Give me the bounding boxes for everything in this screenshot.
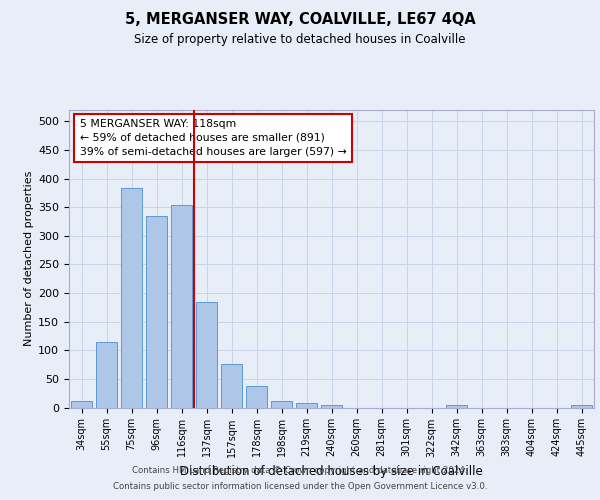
- Y-axis label: Number of detached properties: Number of detached properties: [24, 171, 34, 346]
- Text: Contains HM Land Registry data © Crown copyright and database right 2024.: Contains HM Land Registry data © Crown c…: [132, 466, 468, 475]
- Bar: [571, 405, 592, 407]
- X-axis label: Distribution of detached houses by size in Coalville: Distribution of detached houses by size …: [180, 465, 483, 478]
- Text: 5 MERGANSER WAY: 118sqm
← 59% of detached houses are smaller (891)
39% of semi-d: 5 MERGANSER WAY: 118sqm ← 59% of detache…: [79, 119, 346, 157]
- Text: 5, MERGANSER WAY, COALVILLE, LE67 4QA: 5, MERGANSER WAY, COALVILLE, LE67 4QA: [125, 12, 475, 28]
- Bar: [196, 302, 217, 408]
- Bar: [221, 364, 242, 408]
- Bar: [71, 400, 92, 407]
- Bar: [296, 404, 317, 407]
- Bar: [146, 216, 167, 408]
- Bar: [171, 205, 192, 408]
- Bar: [321, 405, 342, 407]
- Text: Size of property relative to detached houses in Coalville: Size of property relative to detached ho…: [134, 32, 466, 46]
- Bar: [271, 401, 292, 407]
- Bar: [121, 188, 142, 408]
- Bar: [246, 386, 267, 407]
- Bar: [96, 342, 117, 407]
- Text: Contains public sector information licensed under the Open Government Licence v3: Contains public sector information licen…: [113, 482, 487, 491]
- Bar: [446, 404, 467, 407]
